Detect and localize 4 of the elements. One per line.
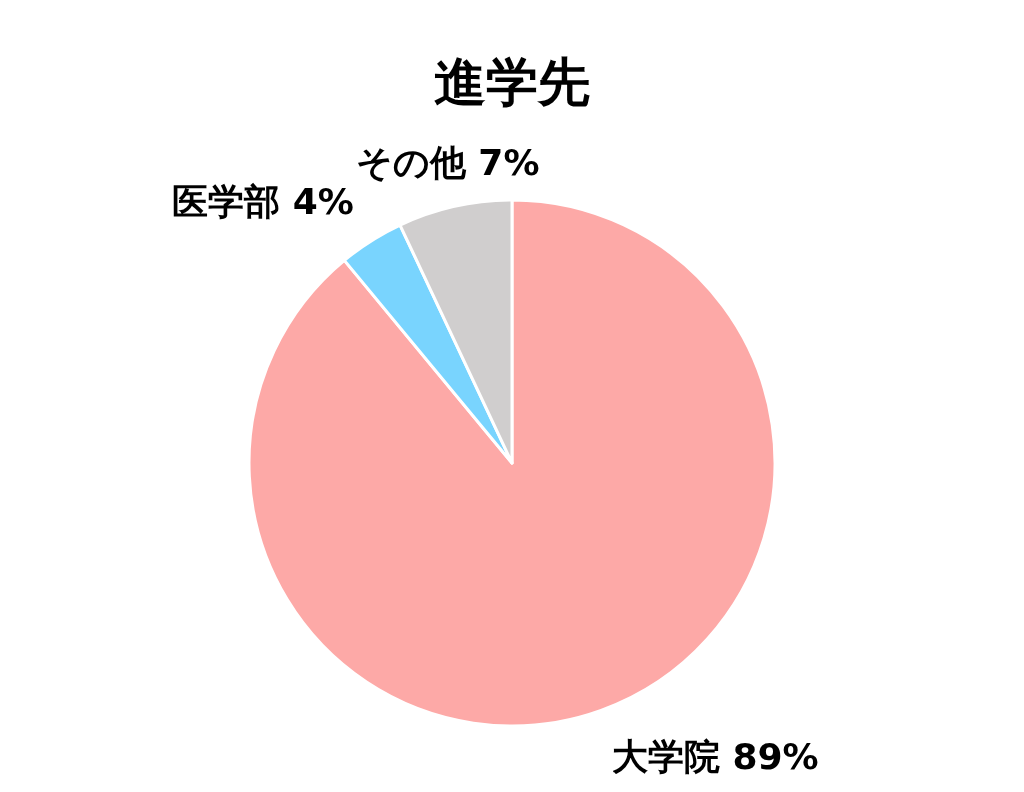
chart-title: 進学先	[434, 52, 590, 112]
slice-label: その他 7%	[355, 142, 540, 184]
slice-label: 大学院 89%	[611, 735, 819, 777]
slice-label: 医学部 4%	[172, 180, 354, 222]
